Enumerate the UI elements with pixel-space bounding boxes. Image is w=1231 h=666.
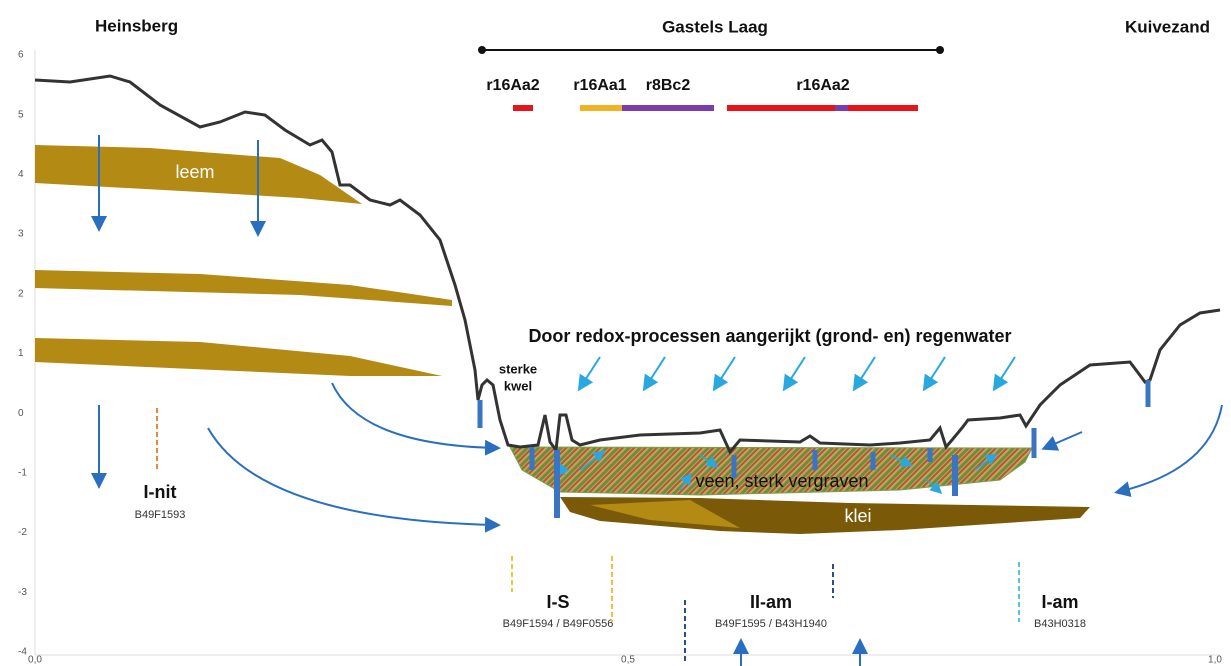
soil-unit: r16Aa2 [486, 77, 539, 94]
flow-arrow-small [679, 472, 692, 491]
y-tick-label: 3 [18, 229, 24, 240]
infiltration-arrow [782, 356, 806, 392]
well-ids: B49F1595 / B43H1940 [715, 618, 827, 630]
flow-arrow [207, 427, 501, 533]
infiltration-arrow [852, 356, 876, 392]
well-filter [952, 455, 958, 496]
span-end [478, 46, 486, 54]
y-tick-label: -2 [18, 527, 27, 538]
layer-label: klei [844, 506, 871, 526]
well-filter [529, 447, 535, 470]
y-tick-label: 6 [18, 50, 24, 61]
klei-lens [590, 500, 740, 528]
x-tick-label: 1,0 [1208, 655, 1222, 666]
flow-arrow-small [699, 454, 719, 468]
y-tick-label: 2 [18, 288, 24, 299]
soil-unit: r16Aa2 [796, 77, 849, 94]
leem-layer [35, 270, 452, 306]
leem-layer [35, 338, 442, 376]
leem-layer [35, 145, 362, 204]
soil-bar [727, 105, 835, 111]
flow-arrow-small [889, 454, 913, 467]
soil-bar [513, 105, 533, 111]
span-end [936, 46, 944, 54]
well-ids: B49F1593 [135, 509, 186, 521]
well-filter [870, 452, 876, 470]
layer-label: veen, sterk vergraven [695, 471, 868, 491]
flow-arrow-small [579, 450, 606, 471]
water-type: I-am [1041, 592, 1078, 612]
well-filter [554, 450, 560, 518]
well-filter [477, 400, 483, 428]
place-label: Heinsberg [95, 16, 178, 35]
well-filter [812, 450, 818, 470]
water-type: II-am [750, 592, 792, 612]
place-label: Gastels Laag [662, 17, 768, 36]
soil-bar [848, 105, 918, 111]
well-filter [1031, 428, 1037, 458]
x-tick-label: 0,0 [28, 655, 42, 666]
flow-arrow [1041, 431, 1083, 451]
flow-arrow-small [558, 462, 570, 476]
y-tick-label: -1 [18, 468, 27, 479]
terrain-line [34, 74, 1221, 455]
water-type: I-nit [144, 482, 177, 502]
annotation: kwel [504, 378, 532, 393]
y-tick-label: 4 [18, 169, 24, 180]
water-type: I-S [546, 592, 569, 612]
place-label: Kuivezand [1125, 17, 1210, 36]
soil-bar [835, 105, 848, 111]
soil-unit: r8Bc2 [646, 77, 691, 94]
y-tick-label: -4 [18, 647, 27, 658]
well-filter [1145, 380, 1151, 407]
y-tick-label: 0 [18, 408, 24, 419]
y-tick-label: 5 [18, 109, 24, 120]
y-tick-label: -3 [18, 587, 27, 598]
infiltration-arrow [922, 356, 946, 392]
infiltration-arrow [712, 356, 736, 392]
soil-bar [622, 105, 714, 111]
soil-bar [580, 105, 622, 111]
y-tick-label: 1 [18, 348, 24, 359]
annotation: Door redox-processen aangerijkt (grond- … [528, 326, 1011, 346]
soil-unit: r16Aa1 [573, 77, 626, 94]
well-ids: B49F1594 / B49F0556 [503, 618, 614, 630]
flow-arrow-small [924, 477, 943, 495]
flow-arrow-small [974, 453, 998, 471]
well-filter [731, 455, 737, 478]
well-ids: B43H0318 [1034, 618, 1086, 630]
flow-arrow [331, 382, 501, 456]
layer-label: leem [175, 162, 214, 182]
infiltration-arrow [577, 356, 601, 392]
well-filter [927, 448, 933, 462]
x-tick-label: 0,5 [621, 655, 635, 666]
annotation: sterke [499, 361, 537, 376]
infiltration-arrow [992, 356, 1016, 392]
flow-arrow [1114, 404, 1223, 497]
infiltration-arrow [642, 356, 666, 392]
